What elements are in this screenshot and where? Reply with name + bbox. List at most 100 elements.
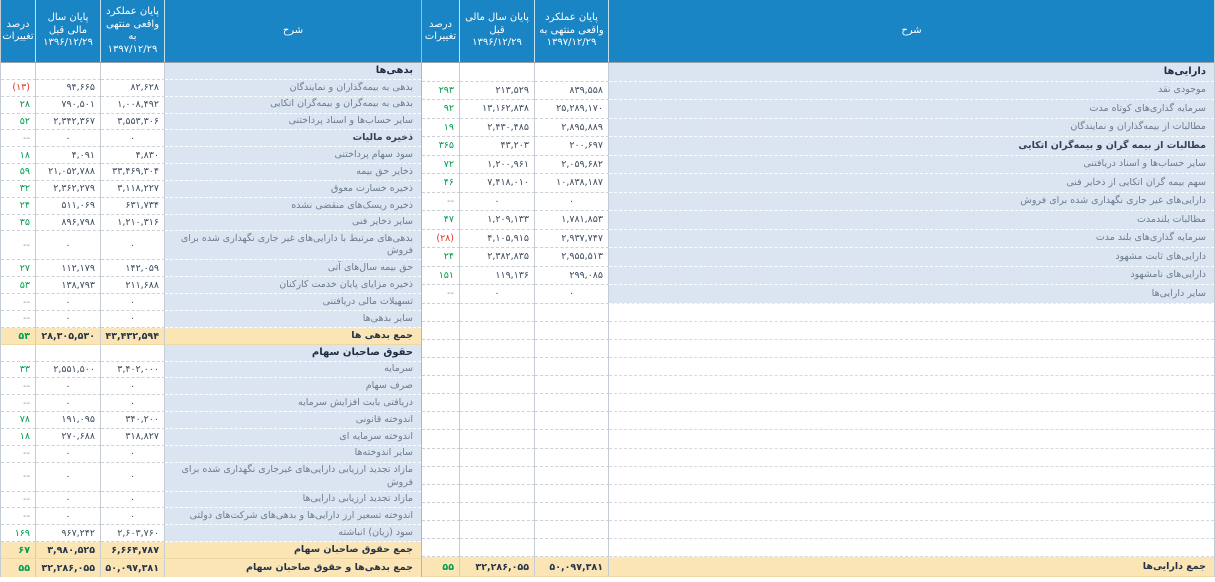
empty-cell[interactable]: [422, 521, 460, 540]
percent-change-cell[interactable]: ۳۲: [1, 180, 36, 198]
description-cell[interactable]: سرمایه: [165, 361, 421, 379]
current-year-value-cell[interactable]: ۴۳,۴۳۲,۵۹۴: [101, 327, 165, 345]
description-cell[interactable]: مطالبات از بیمه‌گذاران و نمایندگان: [609, 118, 1214, 137]
percent-change-cell[interactable]: --: [1, 395, 36, 413]
empty-cell[interactable]: [535, 539, 609, 558]
description-header[interactable]: شرح: [609, 0, 1214, 62]
current-year-value-cell[interactable]: ۱۴۲,۰۵۹: [101, 260, 165, 278]
description-cell[interactable]: سایر حساب‌ها و اسناد دریافتنی: [609, 155, 1214, 174]
percent-change-cell[interactable]: (۱۳): [1, 79, 36, 97]
percent-change-cell[interactable]: ۷۲: [422, 155, 460, 174]
description-cell[interactable]: اندوخته تسعیر ارز دارایی‌ها و بدهی‌های ش…: [165, 508, 421, 526]
prev-year-value-cell[interactable]: ۲,۳۴۲,۳۶۷: [36, 113, 101, 131]
percent-change-cell[interactable]: --: [1, 310, 36, 328]
current-year-value-cell[interactable]: ۱۰,۸۳۸,۱۸۷: [535, 174, 609, 193]
percent-change-cell[interactable]: ۲۸: [1, 96, 36, 114]
empty-cell[interactable]: [535, 466, 609, 485]
description-cell[interactable]: سهم بیمه گران اتکایی از ذخایر فنی: [609, 174, 1214, 193]
empty-cell[interactable]: [460, 484, 535, 504]
description-cell[interactable]: ذخایر حق بیمه: [165, 164, 421, 181]
prev-year-value-cell[interactable]: ۰: [36, 508, 101, 526]
empty-cell[interactable]: [609, 448, 1214, 467]
empty-cell[interactable]: [422, 466, 460, 485]
description-cell[interactable]: تسهیلات مالی دریافتنی: [165, 294, 421, 311]
percent-change-cell[interactable]: ۵۲: [1, 113, 36, 131]
percent-change-cell[interactable]: ۵۳: [1, 277, 36, 295]
description-cell[interactable]: بدهی به بیمه‌گذاران و نمایندگان: [165, 79, 421, 97]
percent-change-cell[interactable]: ۱۸: [1, 428, 36, 446]
current-year-value-cell[interactable]: ۰: [101, 462, 165, 492]
description-cell[interactable]: ذخیره مالیات: [165, 130, 421, 148]
empty-cell[interactable]: [460, 303, 535, 322]
description-cell[interactable]: سایر اندوخته‌ها: [165, 445, 421, 463]
description-cell[interactable]: سایر ذخایر فنی: [165, 214, 421, 232]
current-year-value-cell[interactable]: ۱,۲۱۰,۳۱۶: [101, 214, 165, 232]
empty-cell[interactable]: [422, 394, 460, 413]
current-year-value-cell[interactable]: ۸۳۹,۵۵۸: [535, 81, 609, 100]
current-year-value-cell[interactable]: ۰: [101, 445, 165, 463]
empty-cell[interactable]: [609, 394, 1214, 413]
prev-year-value-cell[interactable]: ۳,۹۸۰,۵۲۵: [36, 542, 101, 559]
prev-year-header[interactable]: پایان سال مالی قبل ۱۳۹۶/۱۲/۲۹: [36, 0, 101, 62]
current-year-value-cell[interactable]: ۳,۱۱۸,۲۲۷: [101, 180, 165, 198]
percent-change-header[interactable]: درصد تغییرات: [1, 0, 36, 62]
percent-change-cell[interactable]: --: [1, 445, 36, 463]
description-cell[interactable]: دارایی‌های غیر جاری نگهداری شده برای فرو…: [609, 192, 1214, 211]
empty-cell[interactable]: [609, 303, 1214, 322]
percent-change-cell[interactable]: ۵۵: [422, 557, 460, 577]
description-cell[interactable]: سایر حساب‌ها و اسناد پرداختنی: [165, 113, 421, 131]
percent-change-cell[interactable]: ۳۳: [1, 361, 36, 379]
empty-cell[interactable]: [535, 448, 609, 467]
current-year-value-cell[interactable]: [535, 63, 609, 82]
current-year-value-cell[interactable]: ۲,۰۵۹,۶۸۲: [535, 155, 609, 174]
prev-year-value-cell[interactable]: ۰: [36, 445, 101, 463]
percent-change-cell[interactable]: --: [1, 462, 36, 492]
empty-cell[interactable]: [609, 412, 1214, 431]
percent-change-cell[interactable]: --: [1, 491, 36, 509]
current-year-value-cell[interactable]: ۰: [101, 310, 165, 328]
current-year-value-cell[interactable]: ۱,۷۸۱,۸۵۳: [535, 211, 609, 230]
empty-cell[interactable]: [609, 466, 1214, 485]
empty-cell[interactable]: [609, 376, 1214, 395]
prev-year-value-cell[interactable]: ۷,۴۱۸,۰۱۰: [460, 174, 535, 193]
percent-change-cell[interactable]: ۷۸: [1, 412, 36, 429]
description-cell[interactable]: بدهی‌های مرتبط با دارایی‌های غیر جاری نگ…: [165, 231, 421, 261]
prev-year-header[interactable]: پایان سال مالی قبل ۱۳۹۶/۱۲/۲۹: [460, 0, 535, 62]
prev-year-value-cell[interactable]: ۱۹۱,۰۹۵: [36, 412, 101, 429]
empty-cell[interactable]: [535, 394, 609, 413]
current-year-value-cell[interactable]: ۰: [101, 294, 165, 311]
empty-cell[interactable]: [609, 339, 1214, 358]
prev-year-value-cell[interactable]: [36, 63, 101, 80]
current-year-value-cell[interactable]: ۰: [101, 130, 165, 148]
prev-year-value-cell[interactable]: ۱۳۸,۷۹۳: [36, 277, 101, 295]
current-year-value-cell[interactable]: ۲۵,۲۸۹,۱۷۰: [535, 100, 609, 119]
current-year-value-cell[interactable]: ۳۴۰,۲۰۰: [101, 412, 165, 429]
current-year-value-cell[interactable]: ۰: [101, 508, 165, 526]
percent-change-cell[interactable]: ۵۹: [1, 164, 36, 181]
percent-change-cell[interactable]: ۹۲: [422, 100, 460, 119]
prev-year-value-cell[interactable]: ۰: [460, 192, 535, 211]
prev-year-value-cell[interactable]: ۰: [36, 395, 101, 413]
description-cell[interactable]: سایر دارایی‌ها: [609, 285, 1214, 304]
empty-cell[interactable]: [460, 376, 535, 395]
description-cell[interactable]: موجودی نقد: [609, 81, 1214, 100]
current-year-value-cell[interactable]: ۰: [101, 491, 165, 509]
empty-cell[interactable]: [609, 503, 1214, 522]
current-year-value-cell[interactable]: ۳,۴۰۲,۰۰۰: [101, 361, 165, 379]
percent-change-cell[interactable]: --: [1, 294, 36, 311]
prev-year-value-cell[interactable]: ۵۱۱,۰۶۹: [36, 197, 101, 215]
description-cell[interactable]: مازاد تجدید ارزیابی دارایی‌ها: [165, 491, 421, 509]
description-cell[interactable]: ذخیره خسارت معوق: [165, 180, 421, 198]
description-cell[interactable]: جمع حقوق صاحبان سهام: [165, 542, 421, 559]
description-cell[interactable]: دارایی‌ها: [609, 63, 1214, 82]
empty-cell[interactable]: [460, 539, 535, 558]
current-year-value-cell[interactable]: ۲,۹۳۷,۷۴۷: [535, 229, 609, 248]
current-year-value-cell[interactable]: ۰: [535, 192, 609, 211]
description-header[interactable]: شرح: [165, 0, 421, 62]
prev-year-value-cell[interactable]: ۴,۰۹۱: [36, 147, 101, 165]
empty-cell[interactable]: [422, 503, 460, 522]
empty-cell[interactable]: [460, 321, 535, 340]
description-cell[interactable]: حق بیمه سال‌های آتی: [165, 260, 421, 278]
empty-cell[interactable]: [535, 357, 609, 377]
prev-year-value-cell[interactable]: ۷۹۰,۵۰۱: [36, 96, 101, 114]
